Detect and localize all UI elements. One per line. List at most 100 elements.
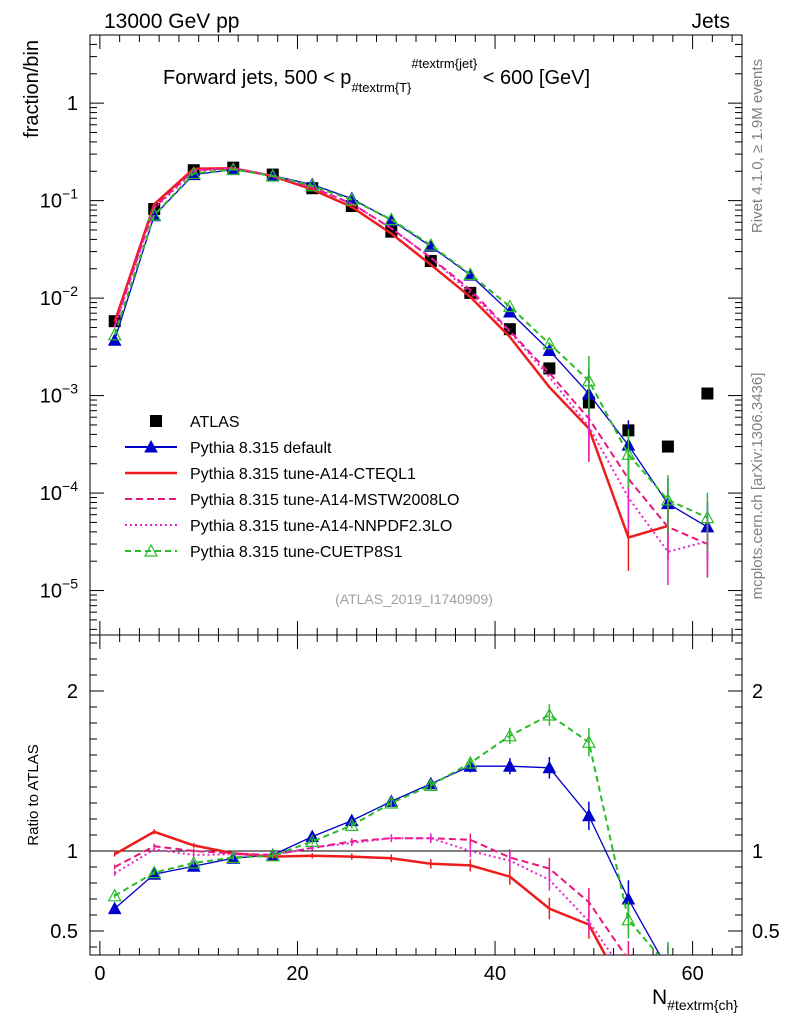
main-series-marker: [542, 336, 557, 350]
legend-label: Pythia 8.315 tune-A14-CTEQL1: [190, 466, 416, 483]
ratio-series-marker: [147, 865, 162, 879]
ratio-series-pythia-8-315-tune-cuetp8s1: [107, 704, 674, 971]
main-y-tick-base: 10: [40, 288, 62, 310]
ratio-series-marker: [582, 808, 596, 822]
ratio-y-ticks: 0.5 0.5 1 1 2 2: [50, 642, 780, 948]
ratio-frame: [89, 634, 743, 956]
ratio-series-marker: [344, 818, 359, 831]
ratio-series-marker: [542, 707, 557, 721]
xlabel: N#textrm{ch}: [652, 986, 738, 1013]
header-right: Jets: [691, 10, 730, 33]
legend-item: Pythia 8.315 tune-A14-NNPDF2.3LO: [125, 518, 452, 535]
main-series-marker: [305, 178, 320, 192]
main-y-tick-exp: −4: [62, 478, 78, 494]
ratio-series-marker: [226, 850, 241, 863]
legend-label: Pythia 8.315 tune-A14-NNPDF2.3LO: [190, 518, 452, 535]
ratio-y-tick-label: 2: [67, 681, 78, 703]
ratio-series-marker: [662, 963, 674, 974]
main-series-marker: [542, 343, 557, 357]
main-y-tick-label: 10−5: [40, 576, 78, 603]
analysis-watermark: (ATLAS_2019_I1740909): [335, 591, 493, 607]
ratio-y-tick-label-right: 1: [752, 841, 763, 863]
ratio-x-ticks: 0 20 40 60: [94, 635, 733, 985]
ratio-series-marker: [384, 795, 399, 809]
ratio-series-marker: [305, 834, 320, 847]
ratio-series-pythia-8-315-tune-a14-nnpdf2-3lo: [113, 833, 614, 955]
ratio-series-marker: [463, 755, 478, 769]
ratio-series-marker: [107, 888, 122, 902]
title-sup: #textrm{jet}: [411, 56, 477, 71]
main-series-marker: [502, 299, 517, 313]
atlas-data-point: [543, 362, 556, 375]
xlabel-main: N: [652, 986, 667, 1009]
legend-label: ATLAS: [190, 414, 240, 431]
main-series-marker: [186, 166, 201, 180]
main-series-marker: [147, 207, 162, 221]
ratio-series-line: [114, 837, 614, 955]
ratio-series-pythia-8-315-default: [107, 757, 674, 974]
main-y-tick-base: 10: [40, 386, 62, 408]
legend-marker: [143, 543, 159, 557]
atlas-data-point: [424, 255, 437, 268]
main-series-line: [113, 167, 708, 545]
ratio-series-marker: [621, 912, 636, 926]
main-series-line: [113, 168, 708, 519]
rivet-label: Rivet 4.1.0, ≥ 1.9M events: [749, 59, 766, 233]
main-series-marker: [463, 267, 478, 281]
main-y-tick-base: 10: [40, 581, 62, 603]
series-pythia-8-315-tune-cuetp8s1: [107, 162, 715, 551]
title-sub: #textrm{T}: [351, 80, 412, 95]
main-series-marker: [384, 212, 399, 226]
main-frame: [89, 34, 743, 636]
x-tick-label: 20: [286, 963, 308, 985]
main-y-tick-exp: −3: [62, 381, 78, 397]
x-tick-label: 0: [94, 963, 105, 985]
legend-item: Pythia 8.315 tune-A14-CTEQL1: [125, 466, 416, 483]
main-y-tick-base: 10: [40, 191, 62, 213]
main-title: Forward jets, 500 < p#textrm{T} #textrm{j…: [163, 56, 590, 95]
main-y-tick-base: 10: [40, 483, 62, 505]
main-x-ticks: [99, 35, 733, 635]
header-left: 13000 GeV pp: [104, 10, 239, 33]
legend-label: Pythia 8.315 tune-CUETP8S1: [190, 544, 403, 561]
x-tick-label: 40: [484, 963, 506, 985]
ratio-series-marker: [662, 960, 674, 971]
ratio-series-marker: [503, 759, 517, 772]
main-series-marker: [344, 192, 359, 206]
legend-marker: [150, 415, 162, 427]
main-y-tick-exp: −5: [62, 576, 78, 592]
legend-label: Pythia 8.315 tune-A14-MSTW2008LO: [190, 492, 459, 509]
main-series-marker: [107, 327, 122, 341]
title-post: < 600 [GeV]: [477, 67, 590, 89]
series-pythia-8-315-tune-a14-mstw2008lo: [113, 167, 709, 578]
ratio-panel: 0.5 0.51 12 20 20 40 60: [50, 634, 780, 985]
main-y-ticks: 10−510−410−310−210−11: [40, 34, 742, 630]
ratio-series-marker: [107, 901, 122, 915]
main-series-marker: [423, 237, 438, 251]
legend-item: Pythia 8.315 default: [125, 439, 332, 457]
xlabel-sub: #textrm{ch}: [667, 997, 738, 1013]
main-y-tick-label: 1: [67, 93, 78, 115]
main-y-tick-label: 10−3: [40, 381, 78, 408]
series-atlas: [108, 161, 714, 453]
ratio-y-tick-label: 0.5: [50, 921, 78, 943]
ratio-y-tick-label: 1: [67, 841, 78, 863]
main-y-tick-label: 10−1: [40, 186, 78, 213]
main-y-tick-label: 10−4: [40, 478, 78, 505]
main-ylabel: fraction/bin: [21, 40, 43, 138]
atlas-data-point: [661, 440, 674, 453]
ratio-series-marker: [542, 760, 557, 774]
legend: ATLAS Pythia 8.315 default Pythia 8.315 tu…: [125, 414, 459, 561]
ratio-series-line: [114, 837, 627, 955]
main-series-line: [113, 167, 708, 553]
ratio-series-marker: [423, 778, 438, 791]
ratio-y-tick-label-right: 0.5: [752, 921, 780, 943]
atlas-data-point: [701, 387, 714, 400]
main-y-tick-label: 10−2: [40, 283, 78, 310]
ratio-series-group: [107, 704, 674, 974]
ratio-y-tick-label-right: 2: [752, 681, 763, 703]
legend-item: Pythia 8.315 tune-A14-MSTW2008LO: [125, 492, 459, 509]
title-pre: Forward jets, 500 < p: [163, 67, 351, 89]
main-y-tick-exp: −2: [62, 283, 78, 299]
